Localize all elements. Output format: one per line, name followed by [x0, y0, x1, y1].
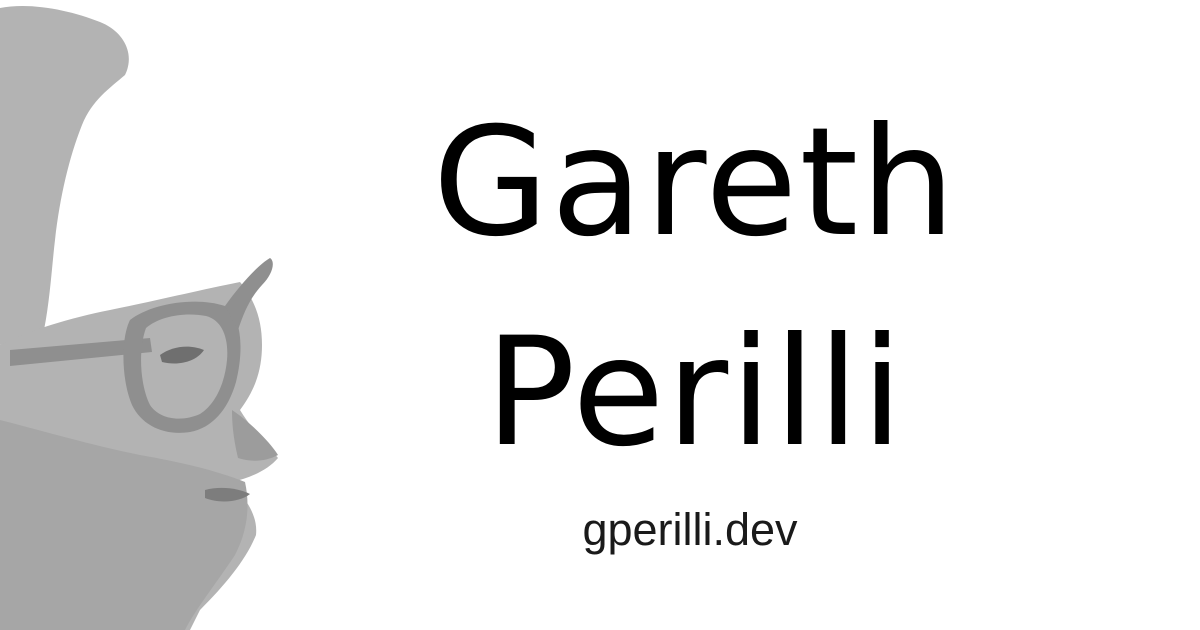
last-name: Perilli — [485, 306, 905, 480]
portrait-glasses-arm — [10, 338, 152, 366]
portrait-eye — [160, 346, 204, 364]
portrait-glasses-frame — [123, 301, 241, 433]
first-name: Gareth — [432, 96, 958, 270]
portrait-mouth — [205, 487, 250, 502]
portrait-nose — [232, 410, 278, 461]
portrait-illustration — [0, 0, 300, 630]
portrait-beard — [0, 420, 248, 630]
portrait-hair — [0, 5, 129, 345]
portrait-glasses-hinge — [225, 258, 273, 330]
website-link[interactable]: gperilli.dev — [582, 504, 798, 555]
